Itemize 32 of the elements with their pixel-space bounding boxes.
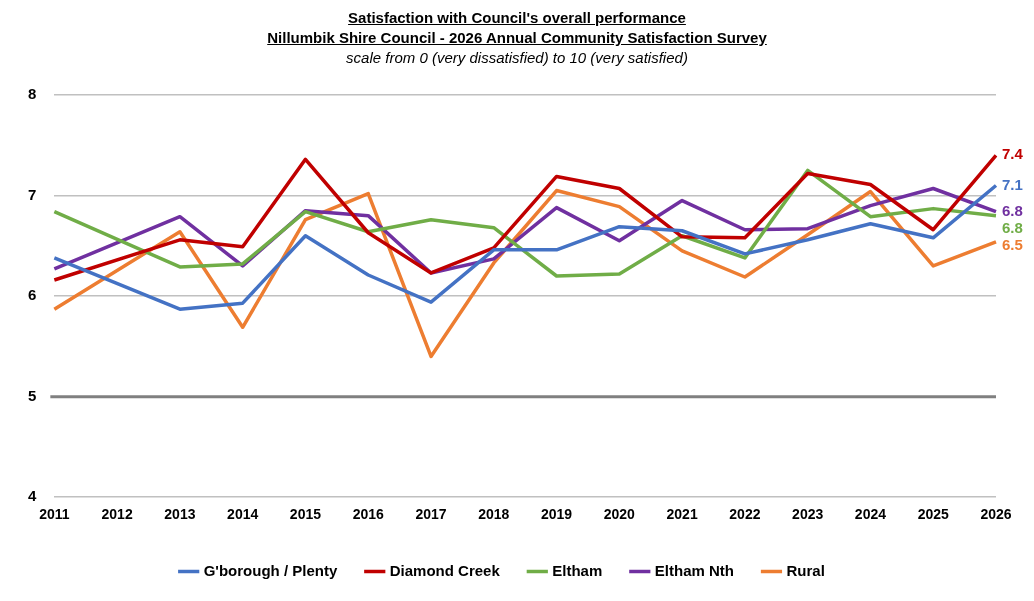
- x-tick-label: 2019: [540, 506, 573, 523]
- y-tick-label: 5: [28, 386, 37, 404]
- y-tick-label: 6: [28, 286, 37, 304]
- x-tick-label: 2024: [854, 506, 887, 523]
- x-tick-label: 2013: [164, 506, 196, 523]
- x-tick-label: 2023: [792, 506, 824, 523]
- x-tick-label: 2020: [603, 506, 636, 523]
- x-tick-label: 2025: [917, 506, 949, 523]
- x-tick-label: 2011: [39, 506, 70, 523]
- x-tick-label: 2014: [227, 506, 259, 523]
- data-label: 7.1: [1002, 175, 1023, 193]
- y-tick-label: 8: [28, 85, 37, 103]
- x-tick-label: 2022: [729, 506, 761, 523]
- chart-subtitle: scale from 0 (very dissatisfied) to 10 (very satisfied): [345, 48, 689, 68]
- x-tick-label: 2018: [478, 506, 510, 523]
- x-tick-label: 2012: [101, 506, 133, 523]
- legend-label: Rural: [786, 561, 825, 579]
- x-tick-label: 2021: [666, 506, 698, 523]
- data-label: 7.4: [1002, 145, 1024, 163]
- data-label: 6.8: [1002, 201, 1023, 219]
- x-tick-label: 2017: [415, 506, 447, 523]
- legend-label: G'borough / Plenty: [203, 561, 338, 579]
- data-label: 6.8: [1002, 218, 1023, 236]
- x-tick-label: 2026: [980, 506, 1012, 523]
- legend-label: Diamond Creek: [389, 561, 501, 579]
- y-tick-label: 7: [28, 185, 37, 203]
- legend-label: Eltham: [552, 561, 603, 579]
- x-tick-label: 2016: [352, 506, 385, 523]
- y-tick-label: 4: [28, 487, 37, 505]
- data-label: 6.5: [1002, 235, 1023, 253]
- x-tick-label: 2015: [289, 506, 322, 523]
- legend-label: Eltham Nth: [654, 561, 734, 579]
